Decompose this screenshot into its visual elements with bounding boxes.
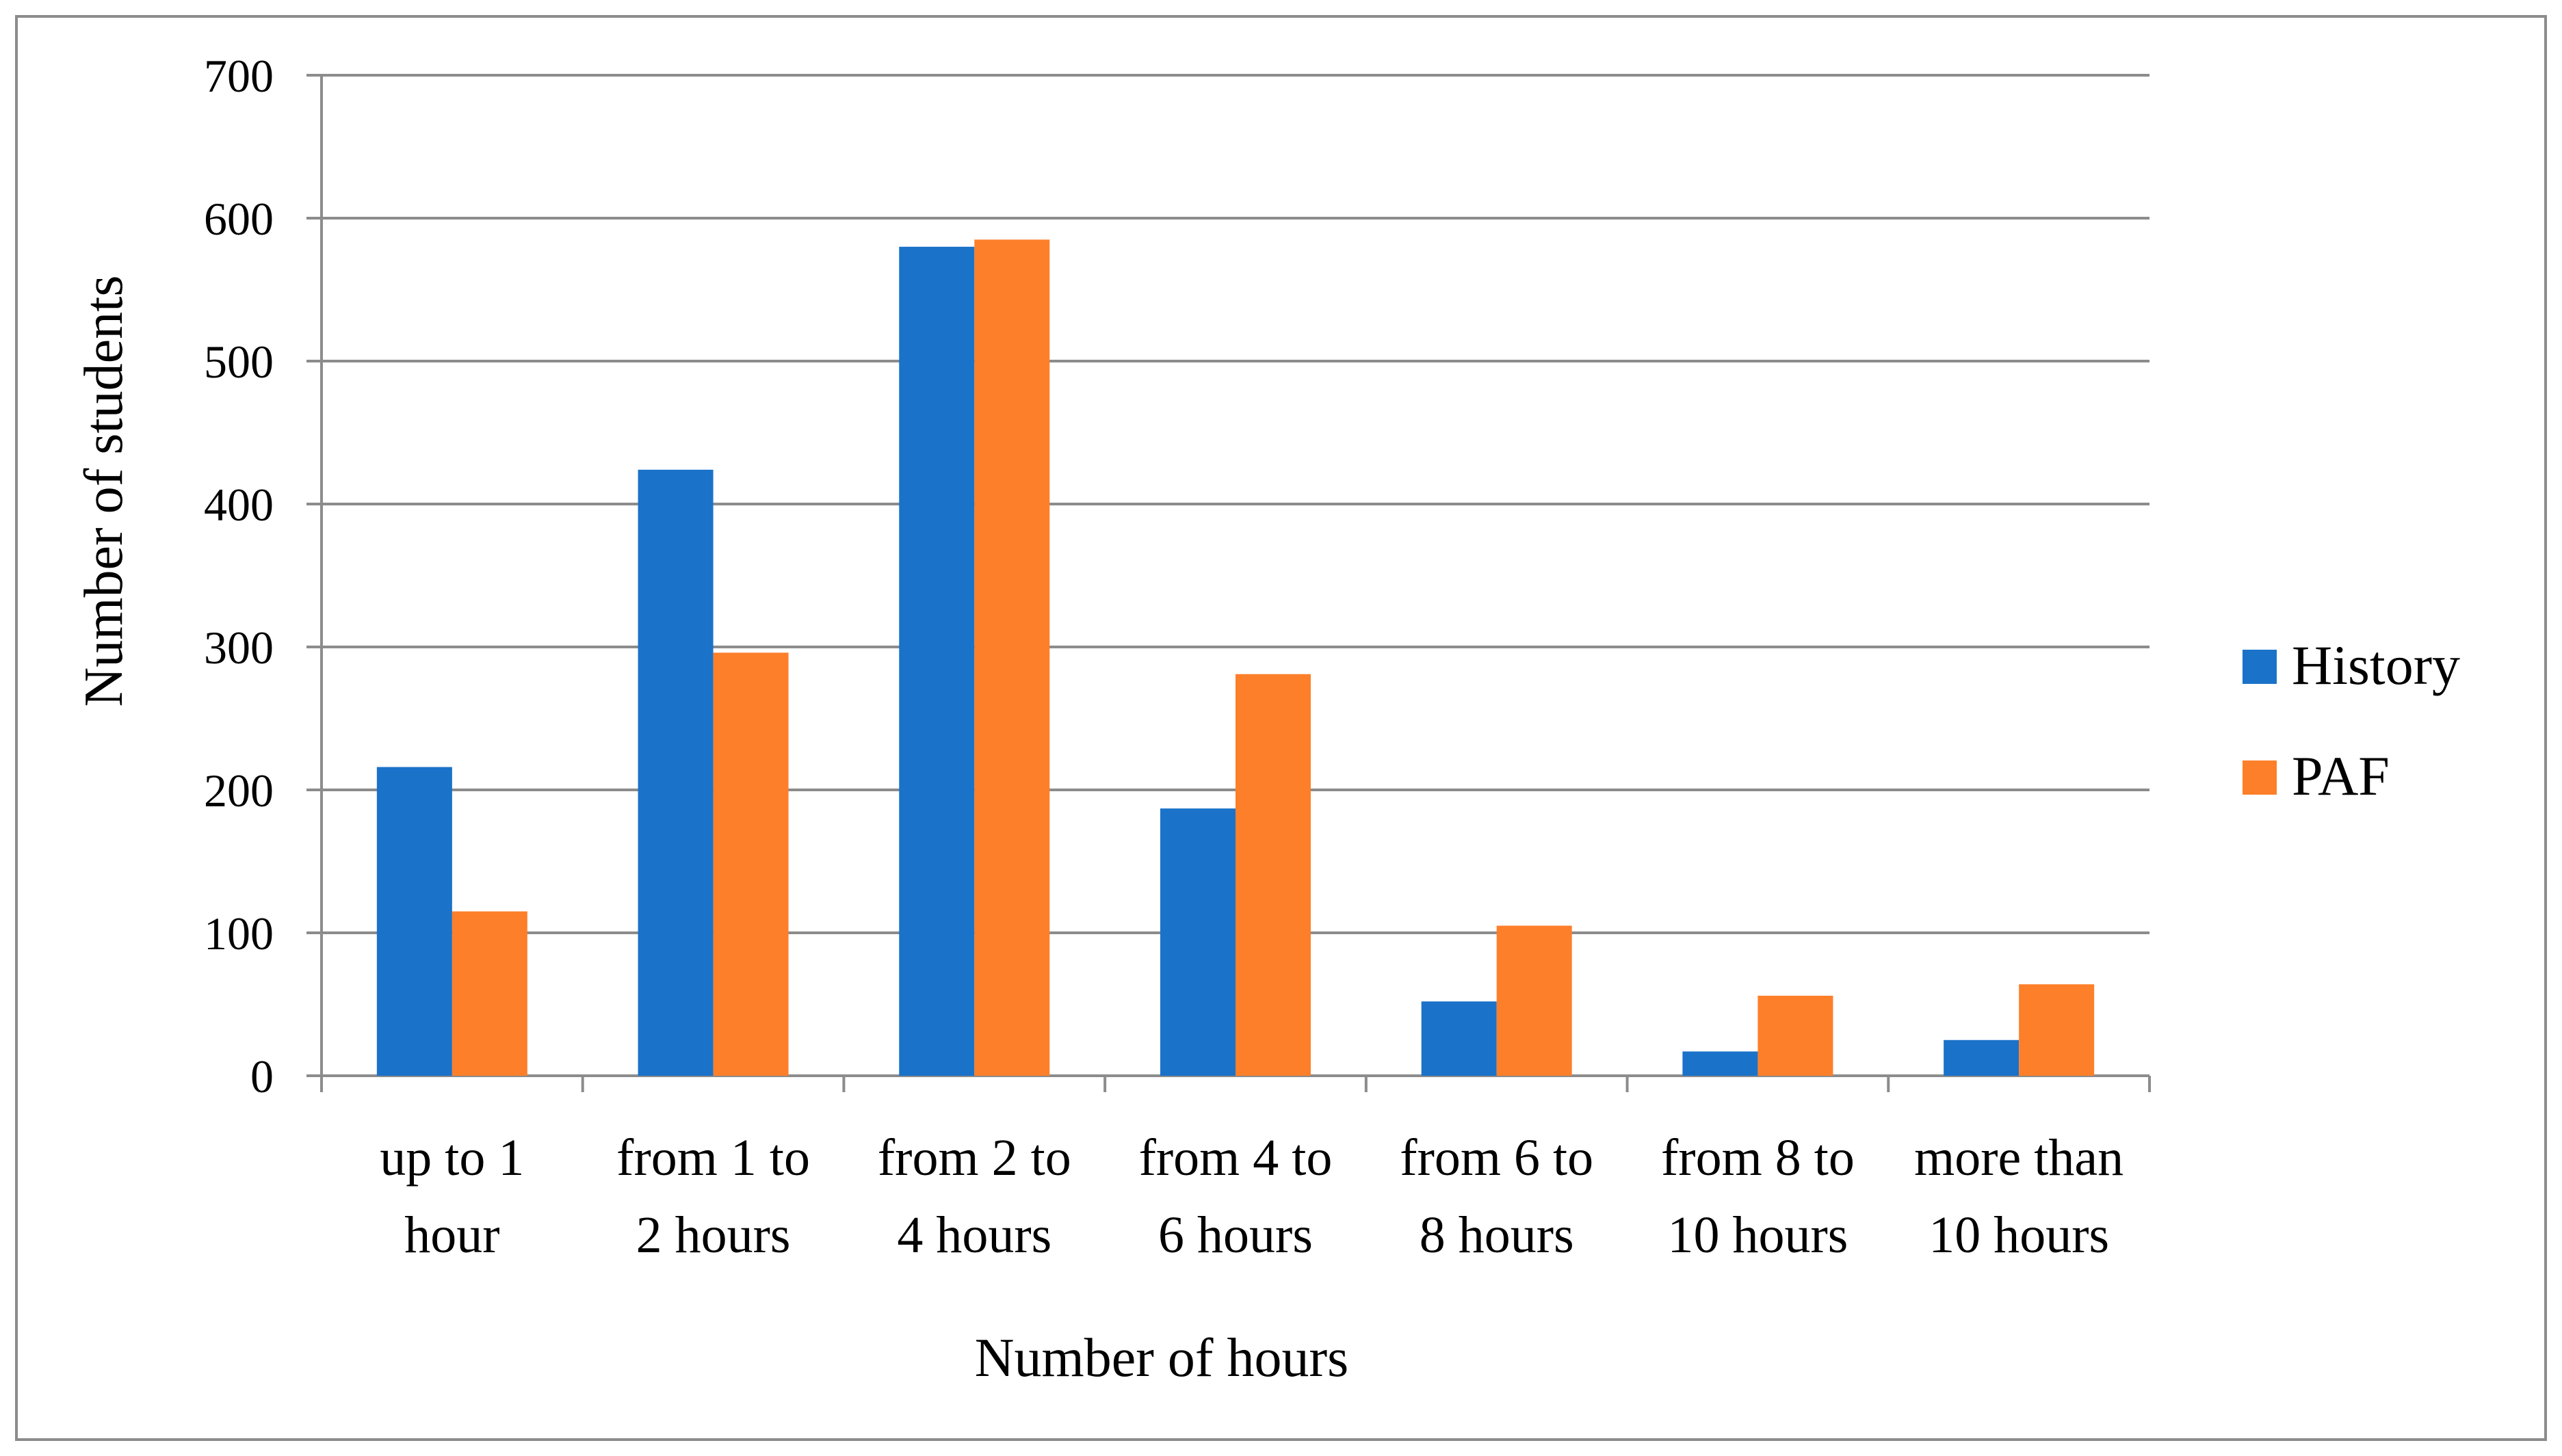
x-category-label: from 8 to	[1661, 1129, 1855, 1187]
gridlines	[322, 74, 2149, 934]
x-category-label: 8 hours	[1420, 1206, 1574, 1264]
bar-paf-3	[974, 239, 1050, 1076]
axis-labels: 0 100 200 300 400 500 600 700 up to 1 hour from 1 …	[204, 50, 2123, 1264]
y-tick-label: 700	[204, 50, 274, 102]
legend-label-history: History	[2292, 634, 2460, 696]
x-category-label: from 2 to	[878, 1129, 1071, 1187]
x-category-label: 2 hours	[636, 1206, 791, 1264]
y-tick-label: 200	[204, 765, 274, 817]
bar-paf-2	[713, 652, 789, 1076]
bar-paf-4	[1236, 674, 1311, 1076]
x-category-label: up to 1	[380, 1129, 524, 1187]
x-category-label: more than	[1914, 1129, 2123, 1187]
bar-paf-1	[452, 911, 527, 1076]
y-tick-label: 600	[204, 193, 274, 245]
x-category-label: from 6 to	[1400, 1129, 1593, 1187]
y-tick-label: 400	[204, 479, 274, 531]
legend-swatch-history	[2243, 650, 2277, 684]
legend-label-paf: PAF	[2292, 745, 2390, 807]
y-tick-label: 300	[204, 622, 274, 674]
bar-paf-7	[2019, 984, 2095, 1076]
y-tick-label: 500	[204, 336, 274, 388]
legend-swatch-paf	[2243, 760, 2277, 795]
x-category-label: from 4 to	[1139, 1129, 1333, 1187]
x-category-label: 10 hours	[1929, 1206, 2109, 1264]
y-tick-label: 0	[250, 1050, 274, 1102]
x-category-label: 4 hours	[897, 1206, 1051, 1264]
bar-paf-5	[1496, 925, 1572, 1076]
x-category-label: hour	[404, 1206, 499, 1264]
bar-history-7	[1944, 1040, 2019, 1076]
bar-history-1	[376, 767, 452, 1076]
bar-history-2	[638, 469, 714, 1076]
bar-history-6	[1682, 1051, 1758, 1076]
bar-history-3	[899, 246, 975, 1076]
y-axis-title: Number of students	[74, 275, 134, 706]
bar-history-5	[1421, 1001, 1497, 1076]
x-category-label: 6 hours	[1158, 1206, 1313, 1264]
x-axis-title: Number of hours	[975, 1328, 1349, 1388]
y-tick-label: 100	[204, 908, 274, 959]
x-category-label: 10 hours	[1667, 1206, 1848, 1264]
bar-history-4	[1160, 808, 1236, 1076]
legend: History PAF	[2243, 634, 2460, 807]
bar-paf-6	[1757, 995, 1833, 1076]
x-category-label: from 1 to	[616, 1129, 810, 1187]
bars	[376, 239, 2095, 1076]
